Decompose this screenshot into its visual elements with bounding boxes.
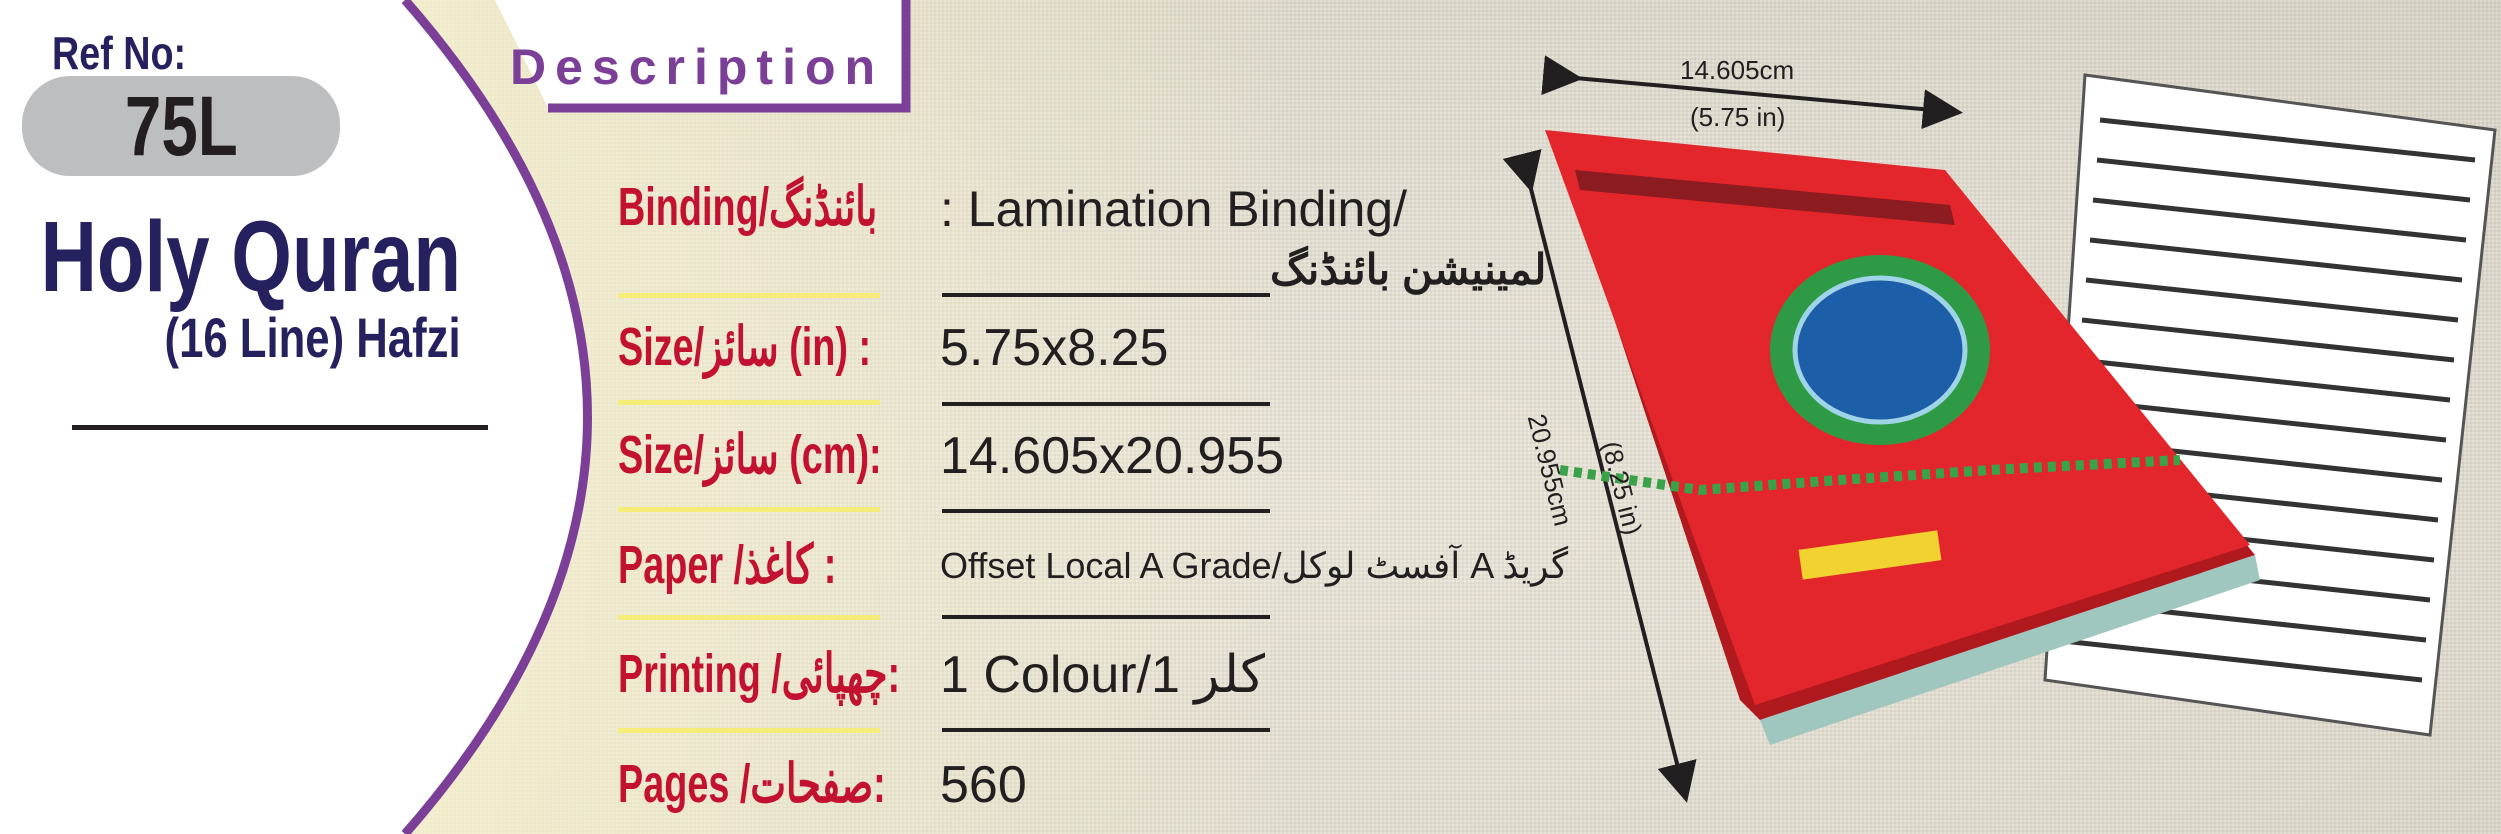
spec-label-size-in: Size/سائز (in) : xyxy=(618,317,872,377)
spec-label-printing: Printing /چھپائی: xyxy=(618,644,901,704)
spec-value-binding: : Lamination Binding/ xyxy=(940,181,1407,237)
divider xyxy=(942,509,1270,513)
spec-value-binding-urdu: لمینیشن بائنڈنگ xyxy=(1270,246,1547,293)
divider xyxy=(942,615,1270,619)
spec-label-pages: Pages /صفحات: xyxy=(618,754,886,814)
width-in: (5.75 in) xyxy=(1690,102,1786,132)
description-heading: Description xyxy=(510,39,885,95)
ref-label: Ref No: xyxy=(52,27,187,79)
ref-badge: 75L xyxy=(22,76,340,176)
divider xyxy=(942,728,1270,732)
divider xyxy=(942,402,1270,406)
divider xyxy=(618,293,880,298)
ref-value: 75L xyxy=(124,78,238,173)
divider xyxy=(618,728,880,733)
divider xyxy=(618,400,880,405)
spec-value-size-cm: 14.605x20.955 xyxy=(940,427,1285,485)
spec-label-size-cm: Size/سائز (cm): xyxy=(618,425,882,485)
spec-label-paper: Paper /کاغذ : xyxy=(618,535,837,595)
spec-value-printing: 1 Colour/1 کلر xyxy=(940,646,1266,704)
quran-book-image xyxy=(1545,130,2260,745)
divider xyxy=(618,615,880,620)
spec-value-pages: 560 xyxy=(940,756,1027,814)
product-subtitle: (16 Line) Hafzi xyxy=(164,306,461,369)
product-title: Holy Quran xyxy=(40,201,461,313)
width-cm: 14.605cm xyxy=(1680,55,1795,85)
divider xyxy=(618,507,880,512)
spec-value-paper: Offset Local A Grade/آفسٹ لوکل A گریڈ xyxy=(940,545,1569,586)
spec-label-binding: Binding/بائنڈنگ xyxy=(618,177,878,237)
spec-value-size-in: 5.75x8.25 xyxy=(940,319,1169,377)
divider xyxy=(72,425,488,430)
divider xyxy=(942,293,1270,297)
